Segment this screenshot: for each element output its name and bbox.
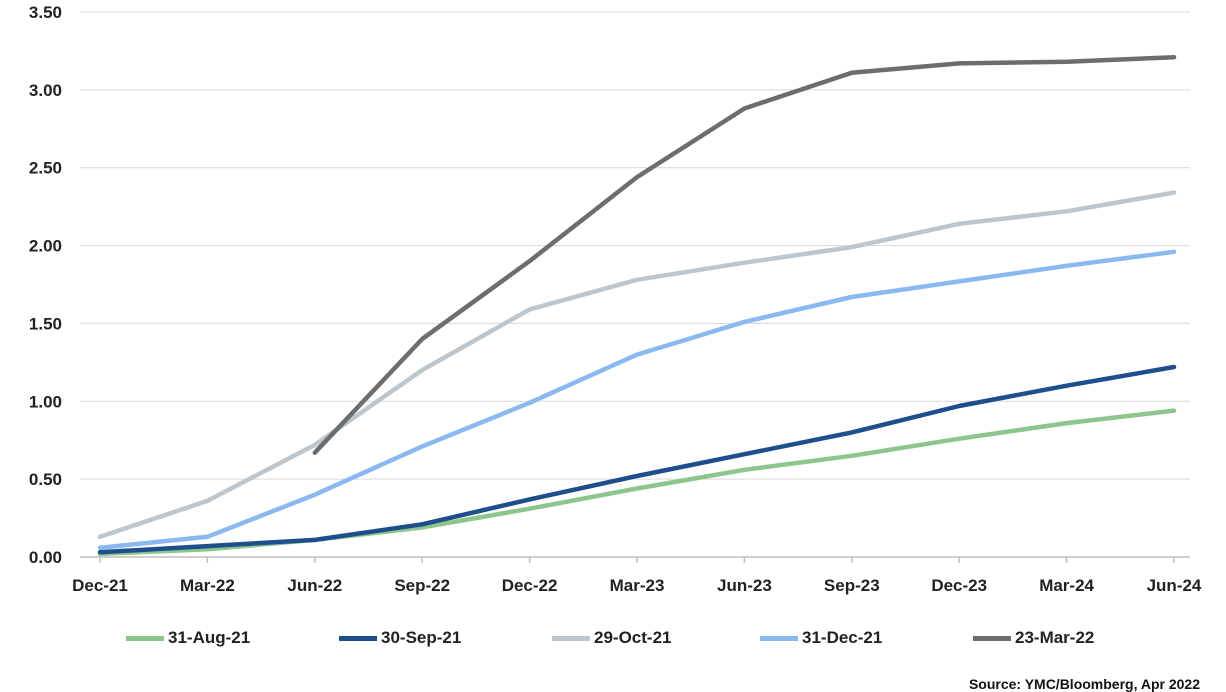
y-tick-label: 1.00 (29, 392, 62, 411)
legend-item: 31-Aug-21 (126, 620, 250, 656)
legend-item: 29-Oct-21 (552, 620, 671, 656)
y-axis: 0.00 0.50 1.00 1.50 2.00 2.50 3.00 3.50 (29, 3, 62, 567)
legend-label: 23-Mar-22 (1015, 628, 1095, 647)
series-line-30-Sep-21 (97, 364, 1177, 555)
legend-item: 30-Sep-21 (339, 620, 461, 656)
x-tick-label: Dec-22 (502, 576, 558, 595)
series-line-23-Mar-22 (312, 54, 1177, 455)
series-line-31-Dec-21 (97, 249, 1177, 550)
series-line-29-Oct-21 (97, 190, 1177, 540)
x-tick-label: Sep-23 (824, 576, 880, 595)
x-tick-label: Jun-22 (287, 576, 342, 595)
y-tick-label: 3.00 (29, 81, 62, 100)
legend-label: 30-Sep-21 (381, 628, 462, 647)
line-chart: 0.00 0.50 1.00 1.50 2.00 2.50 3.00 3.50 Dec-21 M… (29, 3, 1202, 595)
x-axis: Dec-21 Mar-22 Jun-22 Sep-22 Dec-22 Mar-23 Jun-… (72, 556, 1202, 595)
x-tick-label: Sep-22 (394, 576, 450, 595)
legend-swatch (760, 635, 798, 641)
y-tick-label: 3.50 (29, 3, 62, 22)
x-tick-label: Mar-24 (1039, 576, 1094, 595)
x-tick-label: Jun-24 (1147, 576, 1202, 595)
x-tick-label: Jun-23 (717, 576, 772, 595)
y-tick-label: 2.50 (29, 159, 62, 178)
legend-swatch (552, 635, 590, 641)
x-tick-label: Mar-23 (610, 576, 665, 595)
y-tick-label: 2.00 (29, 237, 62, 256)
x-tick-label: Dec-23 (931, 576, 987, 595)
source-note: Source: YMC/Bloomberg, Apr 2022 (968, 676, 1200, 692)
legend-item: 23-Mar-22 (973, 620, 1094, 656)
legend-swatch (339, 635, 377, 641)
gridlines (80, 11, 1190, 480)
y-tick-label: 0.00 (29, 548, 62, 567)
y-tick-label: 0.50 (29, 470, 62, 489)
legend-label: 31-Dec-21 (802, 628, 883, 647)
x-tick-label: Mar-22 (180, 576, 235, 595)
legend: 31-Aug-21 30-Sep-21 29-Oct-21 31-Dec-21 23-M… (0, 620, 1226, 656)
y-tick-label: 1.50 (29, 314, 62, 333)
legend-label: 31-Aug-21 (168, 628, 251, 647)
legend-swatch (126, 635, 164, 641)
legend-item: 31-Dec-21 (760, 620, 882, 656)
x-tick-label: Dec-21 (72, 576, 128, 595)
series-lines (97, 54, 1177, 557)
legend-swatch (973, 635, 1011, 641)
series-line-31-Aug-21 (97, 408, 1177, 557)
legend-label: 29-Oct-21 (594, 628, 672, 647)
